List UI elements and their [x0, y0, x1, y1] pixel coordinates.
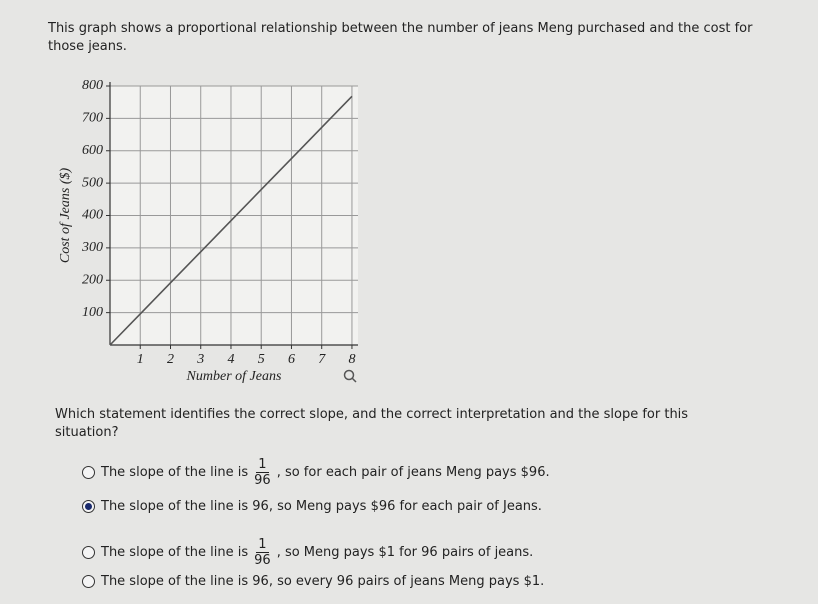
answer-option[interactable]: The slope of the line is 96, so every 96…	[82, 574, 544, 589]
zoom-icon[interactable]	[343, 369, 355, 381]
y-tick-label: 600	[82, 143, 103, 158]
option-text: , so Meng pays $1 for 96 pairs of jeans.	[276, 545, 534, 560]
answer-option[interactable]: The slope of the line is 96, so Meng pay…	[82, 499, 542, 514]
radio-button[interactable]	[82, 546, 95, 559]
radio-button[interactable]	[82, 466, 95, 479]
radio-button[interactable]	[82, 500, 95, 513]
y-tick-label: 700	[82, 111, 103, 126]
y-tick-label: 200	[82, 272, 103, 287]
y-tick-label: 800	[82, 78, 103, 93]
option-text: The slope of the line is	[101, 545, 249, 560]
denominator: 96	[254, 553, 271, 568]
x-tick-label: 8	[348, 352, 355, 367]
y-axis-label: Cost of Jeans ($)	[58, 168, 73, 264]
y-tick-label: 100	[82, 305, 103, 320]
answer-option[interactable]: The slope of the line is 1 96 , so Meng pay…	[82, 537, 533, 568]
numerator: 1	[256, 537, 269, 553]
option-text: The slope of the line is 96, so Meng pay…	[101, 499, 542, 514]
option-text: The slope of the line is	[101, 465, 249, 480]
zoom-icon-handle	[351, 377, 357, 383]
question: Which statement identifies the correct s…	[55, 407, 689, 440]
x-tick-label: 2	[167, 352, 174, 367]
numerator: 1	[256, 457, 269, 473]
y-tick-label: 500	[82, 175, 103, 190]
y-tick-label: 400	[82, 208, 103, 223]
x-tick-label: 7	[318, 352, 326, 367]
denominator: 96	[254, 473, 271, 488]
x-tick-label: 5	[258, 352, 265, 367]
answer-option[interactable]: The slope of the line is 1 96 , so for each…	[82, 457, 550, 488]
data-line	[109, 95, 353, 346]
option-text: The slope of the line is 96, so every 96…	[101, 574, 545, 589]
radio-button[interactable]	[82, 575, 95, 588]
x-tick-label: 6	[288, 352, 295, 367]
x-axis-label: Number of Jeans	[186, 369, 282, 384]
fraction: 1 96	[254, 457, 271, 488]
fraction: 1 96	[254, 537, 271, 568]
x-tick-label: 3	[196, 352, 204, 367]
x-tick-label: 1	[137, 352, 144, 367]
x-tick-label: 4	[227, 352, 234, 367]
chart: 100 200 300 400 500 600 700 800 1 2 3 4 5 6 7 8 Number o…	[58, 78, 358, 384]
intro: This graph shows a proportional relation…	[48, 21, 753, 54]
y-tick-label: 300	[81, 240, 103, 255]
option-text: , so for each pair of jeans Meng pays $9…	[276, 465, 550, 480]
